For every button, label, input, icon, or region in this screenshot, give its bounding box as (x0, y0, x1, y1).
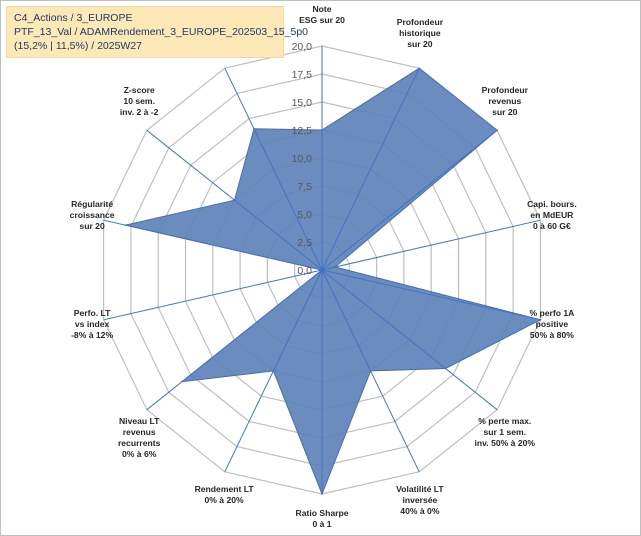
axis-label-line: 50% à 80% (530, 330, 574, 340)
axis-label-line: vs index (75, 319, 110, 329)
axis-label-5: % perte max. sur 1 sem. inv. 50% à 20% (475, 416, 536, 448)
axis-label-line: sur 20 (492, 107, 518, 117)
axis-label-line: 40% à 0% (400, 506, 440, 516)
axis-label-line: historique (399, 28, 441, 38)
axis-label-2: Profondeur revenus sur 20 (482, 85, 529, 117)
data-point-9 (181, 380, 183, 383)
axis-label-4: % perfo 1A positive 50% à 80% (529, 308, 574, 340)
axis-label-line: 0% à 6% (122, 449, 157, 459)
axis-label-11: Régularité croissance sur 20 (70, 199, 115, 231)
axis-label-line: recurrents (118, 438, 161, 448)
axis-label-line: positive (536, 319, 569, 329)
axis-label-line: Note (312, 4, 331, 14)
axis-label-6: Volatilité LT inversée 40% à 0% (396, 484, 444, 516)
axis-label-line: % perte max. (478, 416, 531, 426)
data-point-2 (496, 129, 498, 132)
data-point-5 (444, 367, 447, 370)
axis-spoke-1 (321, 67, 420, 271)
axis-label-line: 0 à 60 G€ (533, 221, 571, 231)
axis-label-9: Niveau LT revenus recurrents 0% à 6% (118, 416, 161, 459)
axis-label-line: sur 1 sem. (484, 427, 527, 437)
axis-spoke-10 (103, 269, 323, 321)
axis-label-line: Capi. bours. (527, 199, 577, 209)
data-point-10 (321, 269, 323, 271)
data-point-12 (233, 199, 236, 201)
tick-label-1: 2,5 (297, 237, 312, 249)
data-point-0 (321, 129, 323, 131)
data-point-3 (334, 266, 336, 268)
axis-label-line: inv. 2 à -2 (120, 107, 159, 117)
title-line-3: (15,2% | 11,5%) / 2025W27 (14, 40, 143, 52)
chart-title-box: C4_Actions / 3_EUROPE PTF_13_Val / ADAMR… (6, 6, 308, 58)
axis-label-0: Note ESG sur 20 (299, 4, 345, 25)
axis-label-line: 10 sem. (123, 96, 155, 106)
data-point-6 (369, 370, 372, 372)
data-point-1 (418, 67, 421, 69)
axis-label-line: Volatilité LT (396, 484, 444, 494)
axis-label-line: croissance (70, 210, 115, 220)
axis-label-line: 0% à 20% (205, 495, 245, 505)
title-line-2: PTF_13_Val / ADAMRendement_3_EUROPE_2025… (14, 26, 308, 38)
axis-label-3: Capi. bours. en MdEUR 0 à 60 G€ (527, 199, 577, 231)
axis-spoke-11 (103, 219, 323, 271)
tick-label-3: 7,5 (297, 181, 312, 193)
axis-label-line: Perfo. LT (74, 308, 111, 318)
axis-label-12: Z-score 10 sem. inv. 2 à -2 (120, 85, 159, 117)
data-point-13 (253, 127, 255, 130)
axis-label-line: Z-score (124, 85, 155, 95)
axis-label-line: Profondeur (397, 17, 444, 27)
axis-spoke-9 (146, 269, 323, 411)
title-line-1: C4_Actions / 3_EUROPE (14, 12, 133, 24)
axis-spoke-3 (321, 219, 541, 271)
axis-label-7: Ratio Sharpe 0 à 1 (295, 508, 348, 529)
axis-label-line: Ratio Sharpe (295, 508, 348, 518)
axis-spoke-4 (321, 269, 541, 321)
axis-label-line: Profondeur (482, 85, 529, 95)
axis-spoke-5 (321, 269, 498, 411)
axis-label-line: sur 20 (407, 39, 433, 49)
axis-label-line: Régularité (71, 199, 113, 209)
tick-label-5: 12,5 (292, 125, 313, 137)
axis-spoke-13 (224, 67, 323, 271)
axis-label-line: revenus (123, 427, 156, 437)
axis-label-line: ESG sur 20 (299, 15, 345, 25)
data-point-4 (539, 319, 542, 321)
axis-label-8: Rendement LT 0% à 20% (195, 484, 255, 505)
data-point-7 (321, 493, 323, 495)
axis-label-line: % perfo 1A (529, 308, 574, 318)
axis-label-line: 0 à 1 (312, 519, 331, 529)
axis-label-line: inv. 50% à 20% (475, 438, 536, 448)
tick-label-2: 5,0 (297, 209, 312, 221)
tick-label-0: 0,0 (297, 265, 312, 277)
axis-label-line: Niveau LT (119, 416, 160, 426)
axis-label-line: en MdEUR (530, 210, 574, 220)
axis-label-line: Rendement LT (195, 484, 255, 494)
tick-label-4: 10,0 (292, 153, 313, 165)
axis-label-line: -8% à 12% (71, 330, 113, 340)
tick-label-8: 20,0 (292, 41, 313, 53)
data-point-8 (272, 370, 275, 372)
axis-label-line: revenus (488, 96, 521, 106)
axis-label-1: Profondeur historique sur 20 (397, 17, 444, 49)
axis-label-10: Perfo. LT vs index -8% à 12% (71, 308, 113, 340)
tick-label-6: 15,0 (292, 97, 313, 109)
axis-label-line: sur 20 (79, 221, 105, 231)
axis-spoke-2 (321, 129, 498, 271)
tick-label-7: 17,5 (292, 69, 313, 81)
axis-label-line: inversée (402, 495, 437, 505)
data-point-11 (124, 224, 127, 226)
